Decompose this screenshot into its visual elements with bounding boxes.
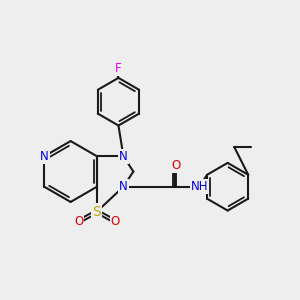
Text: N: N bbox=[119, 180, 128, 193]
Text: NH: NH bbox=[191, 180, 208, 193]
Text: O: O bbox=[172, 159, 181, 172]
Text: O: O bbox=[110, 215, 120, 228]
Text: S: S bbox=[93, 205, 101, 218]
Text: F: F bbox=[115, 62, 122, 75]
Text: N: N bbox=[40, 150, 49, 163]
Text: O: O bbox=[74, 215, 83, 228]
Text: N: N bbox=[119, 150, 128, 163]
